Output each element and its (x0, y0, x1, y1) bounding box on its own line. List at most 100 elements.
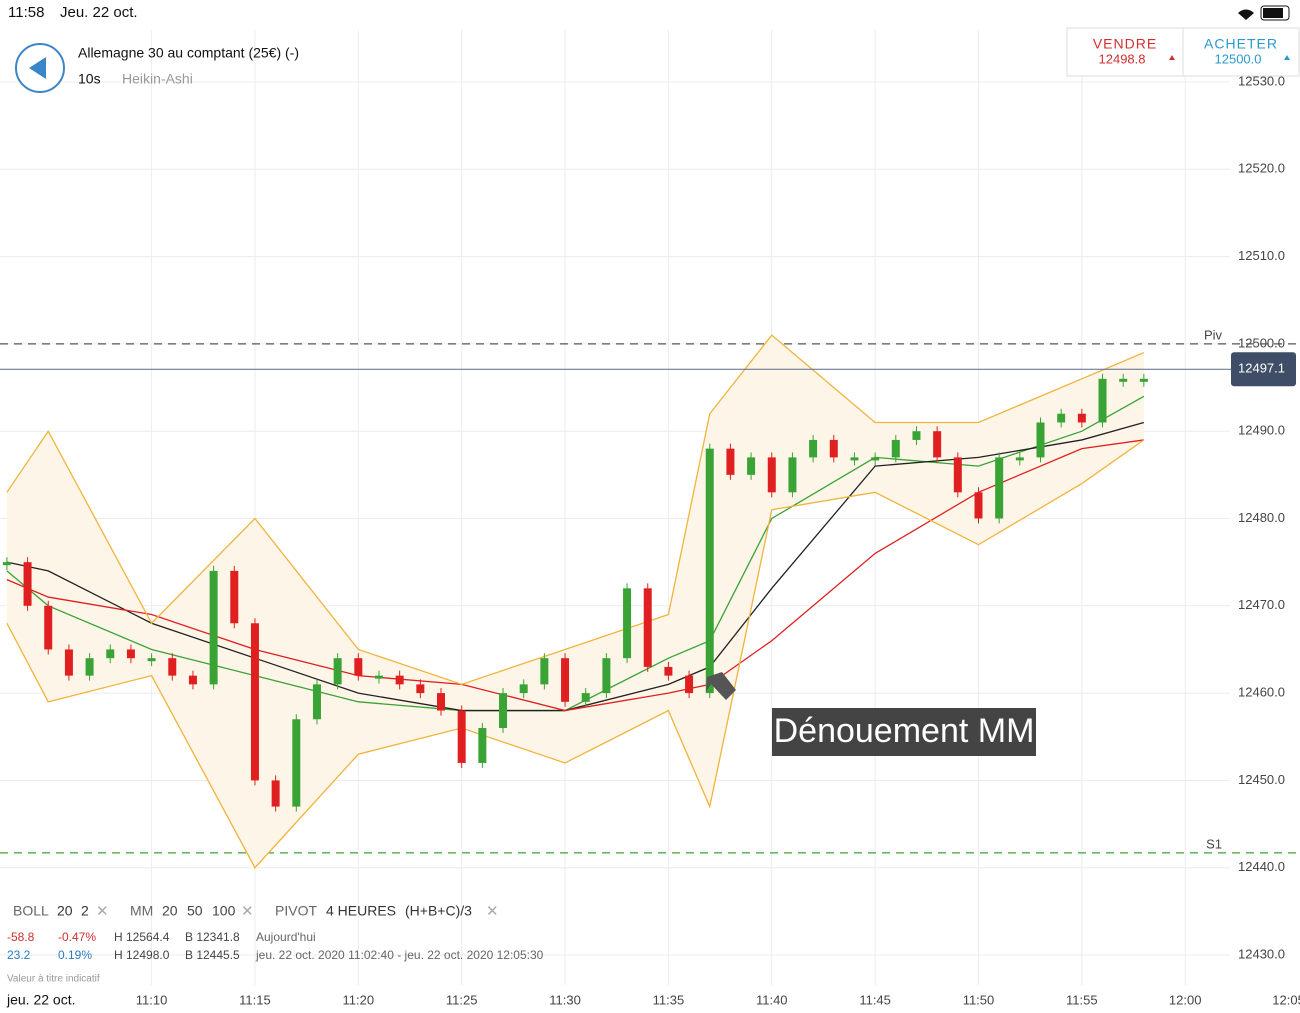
candle (643, 588, 652, 667)
candle (1015, 457, 1024, 461)
candle (561, 658, 570, 702)
candle (126, 649, 135, 659)
candle (333, 658, 342, 685)
candle (2, 562, 11, 566)
pivot-formula: (H+B+C)/3 (405, 903, 472, 919)
y-tick-label: 12480.0 (1238, 510, 1285, 525)
candle (767, 457, 776, 493)
y-tick-label: 12520.0 (1238, 161, 1285, 176)
candle (85, 658, 94, 676)
candle (271, 780, 280, 807)
boll[interactable]: BOLL (13, 903, 49, 919)
change: 23.2 (7, 948, 31, 962)
boll-period: 20 (57, 903, 73, 919)
period: jeu. 22 oct. 2020 11:02:40 - jeu. 22 oct… (255, 948, 544, 962)
y-tick-label: 12430.0 (1238, 946, 1285, 961)
remove[interactable]: ✕ (486, 903, 499, 920)
x-tick-label: 11:35 (653, 992, 685, 1007)
candle (602, 658, 611, 694)
instrument: Allemagne 30 au comptant (25€) (-) (78, 45, 299, 61)
clock: 11:58 (8, 4, 44, 21)
pivot-period: 4 HEURES (326, 903, 396, 919)
last-price-box (1231, 352, 1296, 387)
candle (685, 675, 694, 694)
boll-dev: 2 (81, 903, 89, 919)
mm-20: 20 (162, 903, 178, 919)
x-tick-label: 11:40 (756, 992, 788, 1007)
high: H 12498.0 (114, 948, 170, 962)
note: Valeur à titre indicatif (7, 974, 100, 985)
candle (230, 570, 239, 624)
buy-price: 12500.0 (1215, 51, 1262, 66)
x-tick-label: 11:15 (239, 992, 271, 1007)
status-date: Jeu. 22 oct. (60, 4, 138, 21)
candle (44, 605, 53, 650)
high: H 12564.4 (114, 930, 170, 944)
battery (1238, 5, 1290, 21)
candle (974, 492, 983, 519)
candle (850, 457, 859, 461)
indicator-line (6, 439, 1145, 869)
candle (395, 675, 404, 685)
x-tick-label: 11:50 (963, 992, 995, 1007)
candle (1036, 422, 1045, 458)
axis-date: jeu. 22 oct. (6, 992, 76, 1008)
x-tick-label: 11:30 (549, 992, 581, 1007)
candle (64, 649, 73, 676)
candle (540, 658, 549, 685)
candle (581, 693, 590, 702)
candle (912, 431, 921, 440)
low: B 12341.8 (185, 930, 240, 944)
mm-100: 100 (212, 903, 236, 919)
candle (250, 623, 259, 781)
change: -58.8 (7, 930, 35, 944)
level-label: Piv (1204, 327, 1223, 342)
candle (374, 675, 383, 679)
mm[interactable]: MM (130, 903, 153, 919)
back-button[interactable] (15, 43, 65, 93)
candle (1077, 413, 1086, 423)
x-tick-label: 11:25 (446, 992, 478, 1007)
candle (891, 439, 900, 458)
pivot[interactable]: PIVOT (275, 903, 317, 919)
candle (519, 684, 528, 694)
last-price-label: 12497.1 (1238, 361, 1285, 376)
sell-label: VENDRE (1093, 36, 1157, 52)
candle (437, 693, 446, 711)
buy-box[interactable]: ACHETER 12500.0 (1182, 27, 1300, 77)
candle (1098, 378, 1107, 423)
candle (953, 457, 962, 493)
low: B 12445.5 (185, 948, 240, 962)
x-tick-label: 11:45 (859, 992, 891, 1007)
band-fill (6, 335, 1144, 868)
y-tick-label: 12490.0 (1238, 423, 1285, 438)
candle (416, 684, 425, 694)
change-pct: -0.47% (58, 930, 96, 944)
candle (292, 719, 301, 807)
candle (499, 693, 508, 729)
candle (209, 570, 218, 685)
remove[interactable]: ✕ (241, 903, 254, 920)
chart-style[interactable]: Heikin-Ashi (122, 71, 193, 87)
candle (188, 675, 197, 685)
candle (809, 439, 818, 458)
interval[interactable]: 10s (78, 71, 101, 87)
remove[interactable]: ✕ (96, 903, 109, 920)
indicator-line (6, 439, 1144, 712)
candle (788, 457, 797, 493)
sell-box[interactable]: VENDRE 12498.8 (1066, 27, 1184, 77)
candle (106, 649, 115, 659)
candle (705, 448, 714, 694)
y-tick-label: 12510.0 (1238, 248, 1285, 263)
candle (478, 728, 487, 763)
y-tick-label: 12450.0 (1238, 772, 1285, 787)
candle (457, 710, 466, 763)
candle (23, 562, 32, 606)
candle (312, 684, 321, 720)
stats: -58.8 -0.47% H 12564.4 B 12341.8 Aujourd… (6, 930, 544, 1008)
candle (1057, 413, 1066, 423)
indicator-line (6, 334, 1145, 686)
candle (871, 457, 880, 461)
candle (747, 457, 756, 475)
